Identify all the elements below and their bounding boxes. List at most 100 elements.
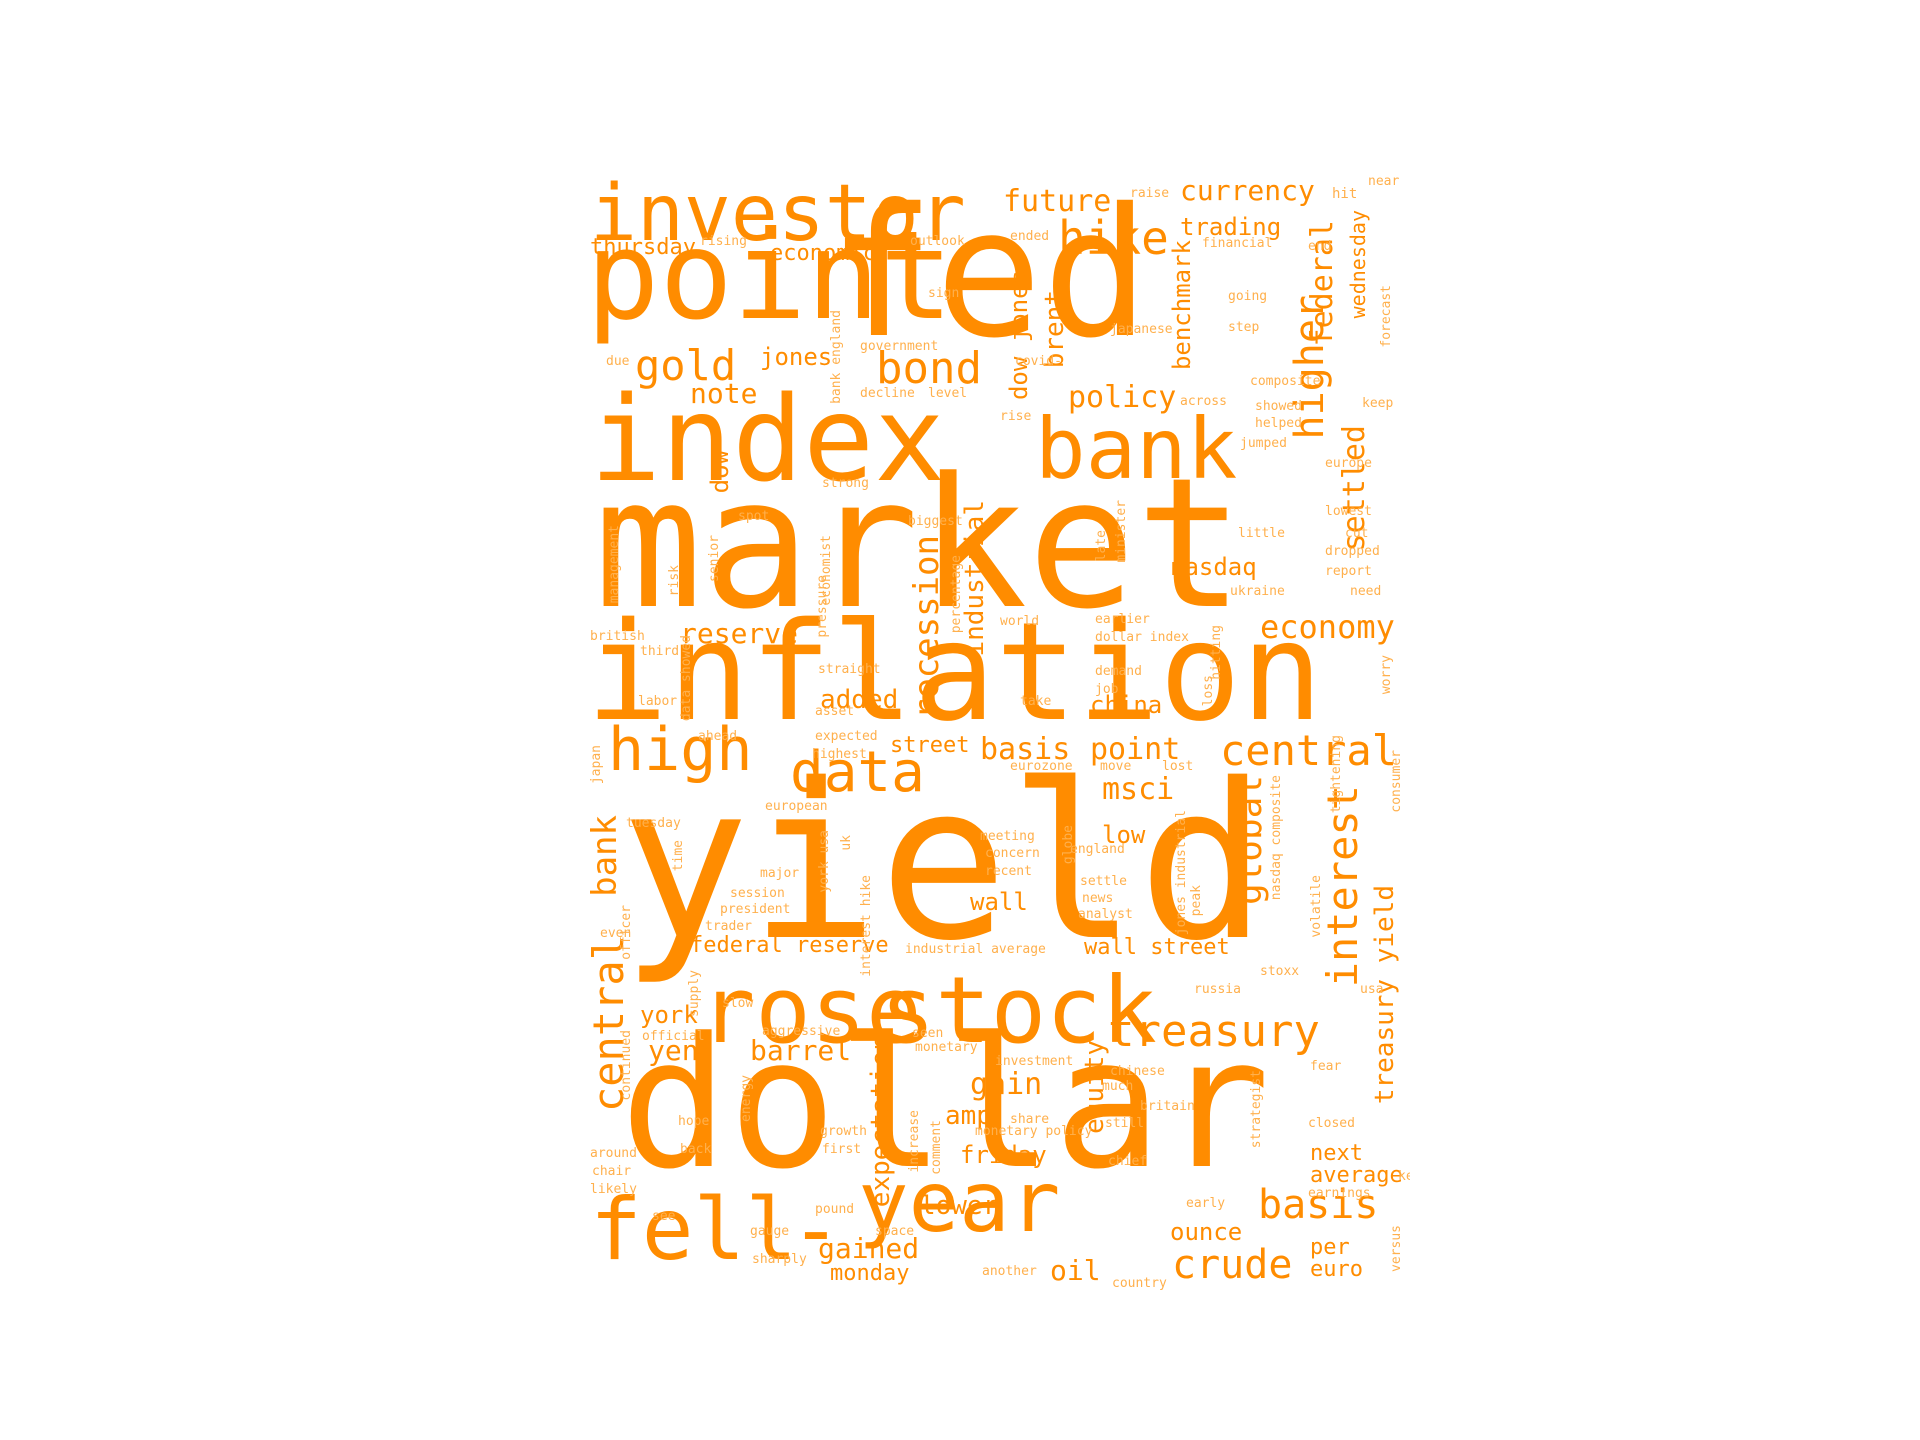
- word: chair: [592, 1164, 632, 1179]
- word: consumer: [1389, 750, 1404, 813]
- word: sharply: [752, 1252, 807, 1267]
- word: tightening: [1329, 735, 1344, 814]
- word: market: [594, 440, 1245, 649]
- word: need: [1350, 584, 1382, 599]
- word: rise: [1000, 409, 1032, 424]
- word: british: [590, 629, 645, 644]
- word: york usa: [817, 830, 832, 893]
- word: highest: [812, 747, 867, 762]
- word: growth: [820, 1124, 867, 1139]
- word: supply: [687, 970, 702, 1017]
- word: trading: [1180, 213, 1282, 241]
- word: see: [652, 1209, 676, 1224]
- word: jumped: [1240, 436, 1287, 451]
- word: likely: [590, 1182, 637, 1197]
- word: msci: [1102, 772, 1175, 807]
- word: peak: [1189, 885, 1204, 917]
- word: dow: [706, 450, 734, 494]
- word: earnings: [1308, 1186, 1371, 1201]
- word: inflation: [590, 594, 1323, 752]
- word: government: [860, 339, 939, 354]
- word: monetary: [915, 1040, 978, 1055]
- word: point: [1090, 732, 1181, 767]
- word: another: [982, 1264, 1037, 1279]
- word: lowest: [1325, 504, 1372, 519]
- word: still: [1105, 1116, 1145, 1131]
- word: york: [640, 1001, 698, 1029]
- word: ended: [1010, 229, 1050, 244]
- word: yen: [648, 1034, 699, 1067]
- word: settle: [1080, 874, 1127, 889]
- word: minister: [1114, 500, 1129, 563]
- word: worry: [1379, 655, 1394, 695]
- word: wall street: [1084, 935, 1230, 960]
- word: england: [1070, 842, 1125, 857]
- word: officer: [619, 905, 634, 960]
- word: russia: [1194, 982, 1241, 997]
- word: time: [671, 840, 686, 872]
- word: oil: [1050, 1254, 1101, 1287]
- word: high: [608, 715, 753, 785]
- word: stock: [880, 957, 1157, 1064]
- word: jones: [760, 343, 833, 371]
- word: news: [1082, 891, 1114, 906]
- word: monetary policy: [975, 1124, 1093, 1139]
- word: continued: [619, 1030, 634, 1101]
- word: closed: [1308, 1116, 1355, 1131]
- word: biggest: [908, 514, 963, 529]
- word: forecast: [1379, 285, 1394, 348]
- word: yield: [620, 737, 1268, 988]
- word: hitting: [1209, 625, 1224, 680]
- word: fell: [590, 1180, 798, 1280]
- word: move: [1100, 759, 1132, 774]
- word: gain: [970, 1067, 1043, 1102]
- word: first: [822, 1142, 862, 1157]
- word: wednesday: [1346, 210, 1370, 319]
- word: low: [1102, 821, 1146, 849]
- word: across: [1180, 394, 1227, 409]
- word: much: [1102, 1079, 1134, 1094]
- word: point: [590, 205, 954, 347]
- word: next: [1310, 1141, 1363, 1166]
- word: japanese: [1110, 322, 1173, 337]
- word: global: [1229, 775, 1270, 906]
- word: country: [1112, 1276, 1167, 1291]
- word: per: [1310, 1235, 1350, 1260]
- word: versus: [1389, 1225, 1404, 1272]
- word: ukraine: [1230, 584, 1285, 599]
- word: china: [1090, 691, 1163, 719]
- word: helped: [1255, 416, 1302, 431]
- word: future: [1003, 184, 1112, 219]
- word: session: [730, 886, 785, 901]
- word: bond: [876, 343, 982, 394]
- word: recession: [907, 535, 947, 720]
- word: basis: [980, 732, 1071, 767]
- word: economic: [770, 241, 876, 266]
- word: aggressive: [762, 1024, 841, 1039]
- word: data showed: [679, 635, 694, 722]
- word: uk: [839, 835, 854, 851]
- word: wall: [970, 888, 1028, 916]
- word: lower: [920, 1191, 999, 1221]
- word: president: [720, 902, 791, 917]
- word: hit: [1332, 186, 1358, 202]
- word: official: [642, 1029, 705, 1044]
- word: gauge: [750, 1224, 790, 1239]
- word: percentage: [949, 555, 964, 634]
- word: rose: [700, 957, 922, 1064]
- word: amp: [945, 1101, 992, 1131]
- word: nasdaq composite: [1269, 775, 1284, 901]
- word: usa: [1360, 982, 1384, 997]
- word: year: [858, 1153, 1061, 1251]
- word: economy: [1260, 608, 1395, 646]
- word: loss: [1201, 675, 1216, 707]
- word: policy: [1068, 380, 1177, 415]
- word: covid-: [1015, 354, 1062, 369]
- word: early: [1186, 1196, 1226, 1211]
- word: barrel: [750, 1034, 852, 1067]
- word: analyst: [1078, 907, 1133, 922]
- word: eurozone: [1010, 759, 1073, 774]
- word: sign: [928, 286, 960, 301]
- word: pressure: [815, 575, 830, 638]
- word: share: [1010, 1112, 1050, 1127]
